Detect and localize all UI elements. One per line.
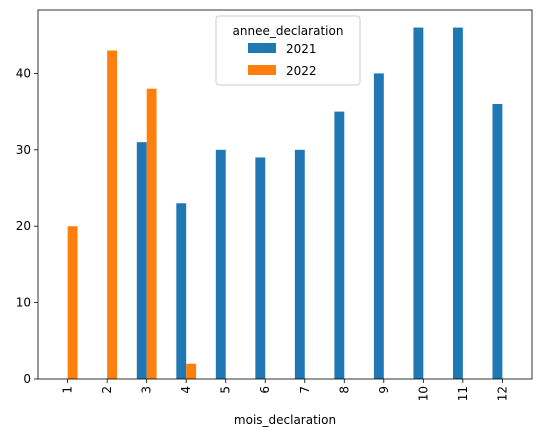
bar-2021-5 bbox=[215, 149, 226, 379]
bar-2022-1 bbox=[67, 226, 78, 379]
x-tick-label: 6 bbox=[258, 386, 272, 394]
x-tick-label: 12 bbox=[495, 386, 509, 401]
legend: annee_declaration 2021 2022 bbox=[215, 15, 361, 86]
bar-2021-6 bbox=[255, 157, 266, 379]
y-axis: 0 10 20 30 40 bbox=[16, 66, 38, 386]
bar-2021-10 bbox=[413, 27, 424, 379]
x-tick-label: 9 bbox=[377, 386, 391, 394]
bar-2021-8 bbox=[334, 111, 345, 379]
x-axis: 1 2 3 4 5 6 7 8 9 10 11 12 bbox=[61, 379, 509, 401]
bars-layer bbox=[67, 27, 503, 380]
legend-swatch-2021 bbox=[248, 43, 276, 53]
legend-label-2022: 2022 bbox=[286, 64, 317, 78]
x-tick-label: 5 bbox=[219, 386, 233, 394]
bar-2021-11 bbox=[452, 27, 463, 379]
x-tick-label: 4 bbox=[179, 386, 193, 394]
bar-2021-12 bbox=[492, 103, 503, 380]
x-tick-label: 2 bbox=[100, 386, 114, 394]
bar-2021-7 bbox=[294, 149, 305, 379]
x-axis-title: mois_declaration bbox=[234, 413, 336, 427]
bar-2022-4 bbox=[186, 363, 197, 379]
x-tick-label: 3 bbox=[140, 386, 154, 394]
plot-frame bbox=[37, 9, 533, 380]
x-tick-label: 1 bbox=[61, 386, 75, 394]
y-tick-label: 10 bbox=[16, 296, 31, 310]
y-tick-label: 20 bbox=[16, 219, 31, 233]
x-tick-label: 10 bbox=[416, 386, 430, 401]
y-tick-label: 30 bbox=[16, 143, 31, 157]
x-tick-label: 8 bbox=[337, 386, 351, 394]
y-tick-label: 40 bbox=[16, 66, 31, 80]
legend-swatch-2022 bbox=[248, 65, 276, 75]
y-tick-label: 0 bbox=[23, 372, 31, 386]
bar-2021-3 bbox=[136, 142, 147, 379]
x-tick-label: 7 bbox=[298, 386, 312, 394]
bar-2021-9 bbox=[373, 73, 384, 379]
bar-2022-3 bbox=[146, 88, 157, 379]
bar-2022-2 bbox=[107, 50, 118, 379]
legend-label-2021: 2021 bbox=[286, 42, 317, 56]
x-tick-label: 11 bbox=[456, 386, 470, 401]
bar-2021-4 bbox=[176, 203, 187, 379]
legend-title: annee_declaration bbox=[233, 24, 344, 38]
